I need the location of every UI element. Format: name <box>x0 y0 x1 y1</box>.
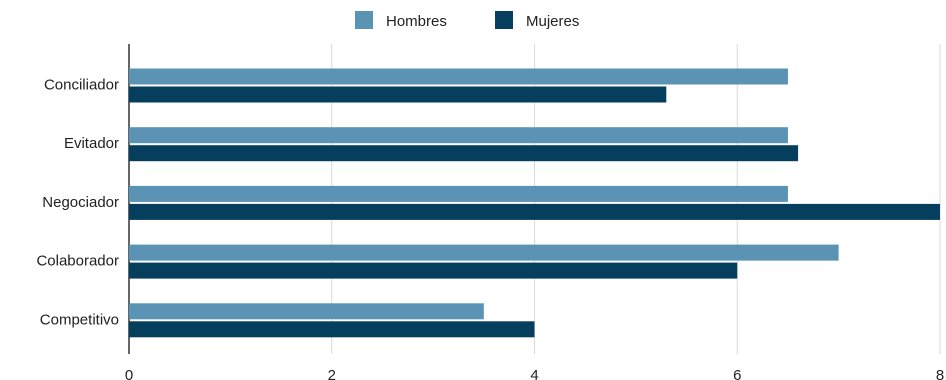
bar-hombres-evitador <box>129 127 788 144</box>
legend-label-hombres: Hombres <box>386 13 447 30</box>
bar-mujeres-colaborador <box>129 262 738 279</box>
bar-hombres-colaborador <box>129 244 839 261</box>
x-tick-label: 0 <box>125 367 133 380</box>
x-tick-label: 6 <box>733 367 741 380</box>
category-label: Competitivo <box>40 311 119 328</box>
bar-mujeres-conciliador <box>129 86 667 103</box>
x-tick-label: 2 <box>328 367 336 380</box>
legend: Hombres Mujeres <box>355 11 579 30</box>
legend-swatch-mujeres <box>495 11 513 29</box>
category-label: Conciliador <box>44 77 119 94</box>
x-tick-labels: 0 2 4 6 8 <box>125 367 944 380</box>
category-labels: Conciliador Evitador Negociador Colaborador… <box>36 77 119 329</box>
bars <box>129 68 940 338</box>
bar-hombres-negociador <box>129 185 788 202</box>
bar-mujeres-evitador <box>129 145 799 162</box>
x-tick-label: 8 <box>936 367 944 380</box>
x-tick-label: 4 <box>530 367 538 380</box>
bar-mujeres-competitivo <box>129 321 535 338</box>
category-label: Evitador <box>64 135 119 152</box>
legend-swatch-hombres <box>355 11 373 29</box>
bar-hombres-conciliador <box>129 68 788 85</box>
bar-mujeres-negociador <box>129 203 940 220</box>
category-label: Negociador <box>42 194 119 211</box>
category-label: Colaborador <box>36 253 119 270</box>
bar-hombres-competitivo <box>129 303 484 320</box>
legend-label-mujeres: Mujeres <box>526 13 579 30</box>
